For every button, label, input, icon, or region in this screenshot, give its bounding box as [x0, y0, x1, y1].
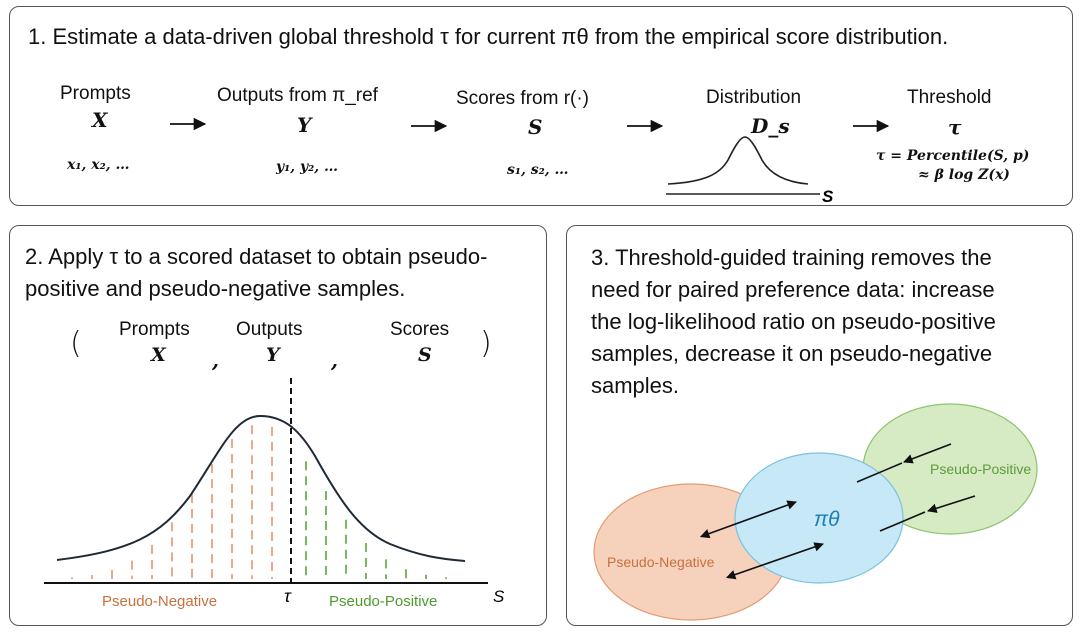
arrow-line-lower: [879, 511, 926, 532]
pseudo-negative-ellipse-label: Pseudo-Negative: [607, 554, 715, 570]
tuple-close-paren: ): [480, 326, 492, 361]
panel1-arrows: [170, 117, 890, 133]
pseudo-positive-ellipse-label: Pseudo-Positive: [930, 461, 1031, 477]
stage-outputs-samples: y₁, y₂, …: [276, 159, 339, 175]
stage-distribution-symbol: D_s: [751, 114, 790, 138]
panel-threshold-guided-training: 3. Threshold-guided training removes the…: [566, 225, 1073, 626]
score-bell-curve: [56, 414, 466, 562]
tuple-scores-symbol: S: [418, 344, 432, 366]
tuple-comma-2: ,: [331, 348, 338, 372]
threshold-formula-percentile: τ = Percentile(S, p): [876, 148, 1030, 164]
threshold-formula-logz: ≈ β log Z(x): [918, 167, 1010, 183]
stage-scores-label: Scores from r(·): [456, 88, 589, 109]
stage-distribution-label: Distribution: [706, 87, 802, 108]
policy-ellipses-diagram: Pseudo-Positive Pseudo-Negative πθ: [593, 403, 1038, 621]
tuple-scores-label: Scores: [390, 319, 450, 340]
tuple-comma-1: ,: [212, 348, 219, 372]
distribution-axis-label: S: [822, 187, 834, 204]
distribution-curve-diagram: S: [666, 136, 834, 204]
pseudo-negative-region-label: Pseudo-Negative: [102, 593, 217, 610]
arrow-away-from-negative-lower: [725, 542, 824, 580]
stage-threshold-symbol: τ: [948, 115, 962, 139]
stage-threshold-label: Threshold: [907, 87, 992, 108]
panel1-title: 1. Estimate a data-driven global thresho…: [28, 22, 948, 52]
score-axis-label: S: [493, 587, 505, 606]
arrow-line-upper: [856, 462, 903, 483]
stage-scores-samples: s₁, s₂, …: [507, 162, 569, 178]
arrow-toward-positive-lower: [927, 495, 976, 513]
tuple-open-paren: (: [70, 326, 82, 361]
panel3-text-line4: samples, decrease it on pseudo-negative: [591, 341, 993, 366]
tuple-outputs-label: Outputs: [236, 319, 303, 340]
panel3-text-line2: need for paired preference data: increas…: [591, 277, 995, 302]
panel2-title-line1: 2. Apply τ to a scored dataset to obtain…: [25, 244, 488, 269]
panel2-title-line2: positive and pseudo-negative samples.: [25, 276, 406, 301]
bell-curve: [667, 136, 809, 185]
pseudo-positive-region-label: Pseudo-Positive: [329, 593, 437, 610]
stage-outputs-symbol: Y: [297, 113, 312, 137]
panel3-text-line1: 3. Threshold-guided training removes the: [591, 245, 992, 270]
stage-outputs-label: Outputs from π_ref: [217, 85, 378, 106]
arrow-away-from-negative-upper: [699, 500, 797, 539]
policy-label: πθ: [814, 508, 840, 531]
panel3-text-line5: samples.: [591, 373, 680, 398]
stage-prompts-samples: x₁, x₂, …: [67, 157, 130, 173]
sample-dash-lines: [71, 425, 447, 579]
tuple-prompts-symbol: X: [151, 344, 166, 366]
stage-prompts-symbol: X: [92, 108, 108, 132]
arrow-toward-positive-upper: [903, 443, 952, 464]
stage-prompts-label: Prompts: [60, 83, 131, 104]
panel-apply-threshold: 2. Apply τ to a scored dataset to obtain…: [9, 225, 547, 626]
panel-threshold-estimation: 1. Estimate a data-driven global thresho…: [9, 6, 1073, 206]
panel3-text-line3: the log-likelihood ratio on pseudo-posit…: [591, 309, 996, 334]
threshold-distribution-diagram: Pseudo-Negative τ Pseudo-Positive S: [44, 378, 505, 610]
tuple-prompts-label: Prompts: [119, 319, 190, 340]
tuple-outputs-symbol: Y: [266, 344, 280, 366]
panel1-title-text: 1. Estimate a data-driven global thresho…: [28, 24, 949, 49]
tau-axis-label: τ: [284, 586, 292, 606]
stage-scores-symbol: S: [528, 115, 543, 139]
